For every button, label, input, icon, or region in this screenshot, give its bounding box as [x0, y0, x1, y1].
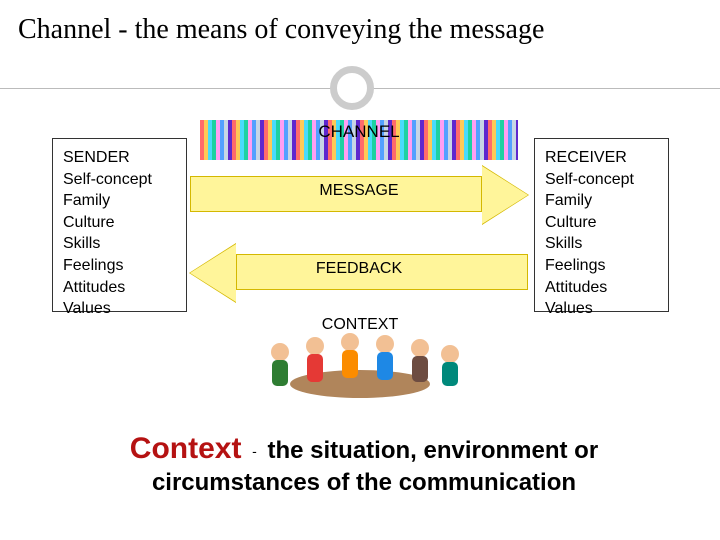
- message-label: MESSAGE: [190, 182, 528, 200]
- channel-bar: CHANNEL: [200, 120, 518, 160]
- definition-line1: the situation, environment or: [267, 437, 598, 464]
- receiver-item: Feelings: [545, 255, 658, 277]
- sender-item: Self-concept: [63, 169, 176, 191]
- channel-label: CHANNEL: [200, 122, 518, 142]
- sender-item: Values: [63, 298, 176, 320]
- sender-item: Skills: [63, 233, 176, 255]
- context-keyword: Context: [130, 432, 242, 465]
- feedback-arrow: FEEDBACK: [190, 244, 528, 302]
- sender-title: SENDER: [63, 147, 176, 169]
- receiver-title: RECEIVER: [545, 147, 658, 169]
- message-arrow: MESSAGE: [190, 166, 528, 224]
- feedback-label: FEEDBACK: [190, 260, 528, 278]
- title-ring-icon: [330, 66, 374, 110]
- sender-item: Attitudes: [63, 277, 176, 299]
- definition-line2: circumstances of the communication: [152, 469, 576, 496]
- receiver-item: Family: [545, 190, 658, 212]
- context-definition: Context - the situation, environment or …: [84, 430, 644, 498]
- sender-item: Culture: [63, 212, 176, 234]
- receiver-item: Culture: [545, 212, 658, 234]
- context-label: CONTEXT: [230, 316, 490, 334]
- sender-box: SENDER Self-concept Family Culture Skill…: [52, 138, 187, 312]
- sender-item: Family: [63, 190, 176, 212]
- sender-item: Feelings: [63, 255, 176, 277]
- receiver-box: RECEIVER Self-concept Family Culture Ski…: [534, 138, 669, 312]
- receiver-item: Attitudes: [545, 277, 658, 299]
- receiver-item: Skills: [545, 233, 658, 255]
- communication-diagram: SENDER Self-concept Family Culture Skill…: [0, 120, 720, 420]
- receiver-item: Values: [545, 298, 658, 320]
- context-region: CONTEXT: [230, 314, 490, 404]
- page-title: Channel - the means of conveying the mes…: [0, 0, 720, 56]
- dash: -: [248, 443, 261, 459]
- receiver-item: Self-concept: [545, 169, 658, 191]
